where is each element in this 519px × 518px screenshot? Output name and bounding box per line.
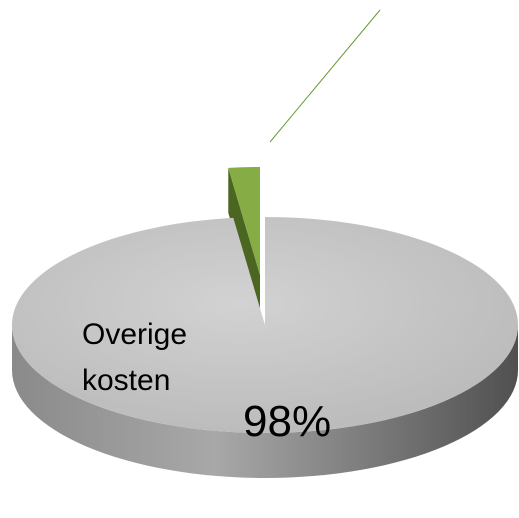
slice-side: [12, 325, 518, 478]
value-label: 98%: [243, 397, 332, 446]
leader-line: [269, 9, 381, 143]
slice: [228, 167, 260, 275]
category-label: Overige kosten: [82, 318, 188, 397]
slice: [11, 217, 518, 433]
